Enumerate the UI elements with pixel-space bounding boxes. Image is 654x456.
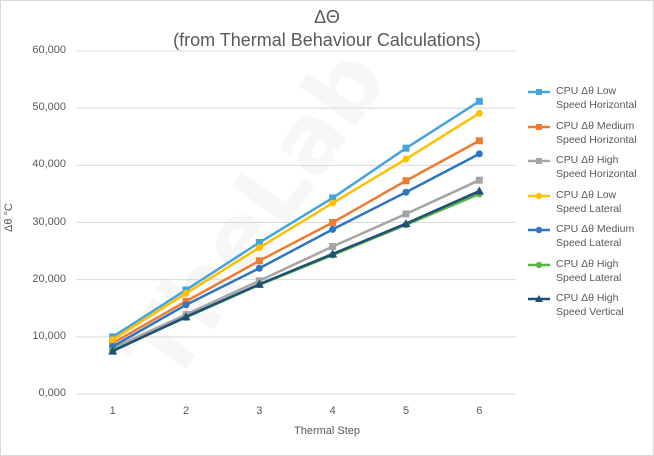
chart-subtitle: (from Thermal Behaviour Calculations) bbox=[173, 30, 481, 50]
legend-item[interactable]: CPU Δθ Low Speed Horizontal bbox=[524, 84, 652, 119]
legend-label-line1: CPU Δθ High bbox=[556, 257, 619, 270]
legend-label-line2: Speed Lateral bbox=[556, 271, 622, 284]
data-point bbox=[329, 199, 337, 207]
x-tick-label: 1 bbox=[109, 405, 116, 417]
legend-label-line1: CPU Δθ High bbox=[556, 292, 619, 304]
data-point bbox=[255, 257, 263, 265]
legend-swatch-square-icon bbox=[528, 123, 550, 130]
series-line bbox=[112, 189, 480, 353]
legend-label-line1: CPU Δθ Medium bbox=[556, 119, 635, 132]
y-tick-label: 20,000 bbox=[32, 272, 66, 285]
data-point bbox=[254, 279, 264, 288]
data-point bbox=[329, 243, 337, 251]
x-tick-label: 4 bbox=[329, 405, 336, 417]
data-point bbox=[475, 137, 483, 145]
legend-swatch-square-icon bbox=[528, 89, 550, 95]
legend-label-line2: Speed Lateral bbox=[556, 202, 622, 215]
series-line bbox=[112, 139, 480, 345]
legend-item[interactable]: CPU Δθ Medium Speed Horizontal bbox=[524, 119, 652, 154]
y-tick-label: 0,000 bbox=[38, 387, 66, 399]
series-line bbox=[112, 152, 480, 348]
legend-swatch-square-icon bbox=[528, 158, 550, 164]
legend-label-line2: Speed Horizontal bbox=[556, 133, 637, 146]
x-tick-label: 2 bbox=[182, 405, 190, 417]
legend-label-line1: CPU Δθ Low bbox=[556, 85, 617, 97]
data-point bbox=[402, 177, 410, 185]
data-point bbox=[475, 109, 483, 117]
legend-label-line1: CPU Δθ High bbox=[556, 154, 619, 166]
data-point bbox=[255, 244, 263, 252]
chart-title: ΔΘ bbox=[314, 7, 340, 27]
legend-label-line2: Speed Horizontal bbox=[556, 168, 637, 180]
y-tick-label: 10,000 bbox=[32, 329, 66, 342]
data-point bbox=[402, 210, 410, 218]
legend-item[interactable]: CPU Δθ Low Speed Lateral bbox=[524, 188, 652, 223]
x-tick-label: 5 bbox=[402, 405, 410, 417]
data-point bbox=[255, 239, 263, 247]
legend-item[interactable]: CPU Δθ High Speed Lateral bbox=[524, 257, 652, 292]
legend-item[interactable]: CPU Δθ High Speed Vertical bbox=[524, 291, 652, 326]
data-point bbox=[182, 301, 190, 309]
x-tick-label: 3 bbox=[256, 405, 263, 417]
legend-swatch-circle-icon bbox=[528, 192, 550, 199]
data-point bbox=[475, 176, 483, 184]
y-tick-label: 30,000 bbox=[32, 215, 66, 228]
legend-item[interactable]: CPU Δθ High Speed Horizontal bbox=[524, 153, 652, 188]
legend-label-line2: Speed Horizontal bbox=[556, 99, 637, 111]
data-point bbox=[329, 219, 337, 226]
y-tick-label: 40,000 bbox=[32, 158, 66, 171]
data-point bbox=[402, 144, 410, 152]
legend-label-line1: CPU Δθ Low bbox=[556, 188, 617, 201]
legend-swatch-triangle-icon bbox=[528, 295, 550, 302]
data-point bbox=[181, 312, 191, 321]
data-point bbox=[182, 289, 190, 297]
legend: CPU Δθ Low Speed Horizontal CPU Δθ Medium… bbox=[524, 84, 652, 326]
data-point bbox=[328, 249, 338, 258]
data-point bbox=[474, 186, 484, 195]
data-point bbox=[402, 155, 410, 163]
legend-label-line1: CPU Δθ Medium bbox=[556, 223, 635, 235]
x-axis-label: Thermal Step bbox=[293, 425, 361, 437]
legend-swatch-circle-icon bbox=[528, 226, 550, 234]
data-point bbox=[475, 150, 483, 158]
series-line bbox=[112, 192, 480, 352]
data-point bbox=[109, 336, 117, 344]
data-point bbox=[255, 264, 263, 272]
series-line bbox=[111, 112, 480, 341]
series-line bbox=[111, 100, 481, 338]
data-point bbox=[108, 346, 118, 355]
series-line bbox=[112, 179, 480, 350]
legend-swatch-circle-icon bbox=[528, 261, 550, 268]
y-tick-label: 60,000 bbox=[32, 44, 66, 56]
legend-label-line2: Speed Vertical bbox=[556, 306, 624, 318]
data-point bbox=[329, 225, 337, 233]
data-point bbox=[402, 188, 410, 196]
data-point bbox=[329, 194, 337, 202]
data-point bbox=[401, 219, 411, 228]
x-tick-label: 6 bbox=[476, 405, 483, 417]
legend-item[interactable]: CPU Δθ Medium Speed Lateral bbox=[524, 222, 652, 257]
data-point bbox=[475, 97, 483, 105]
y-tick-label: 50,000 bbox=[32, 101, 66, 114]
legend-label-line2: Speed Lateral bbox=[556, 237, 622, 249]
